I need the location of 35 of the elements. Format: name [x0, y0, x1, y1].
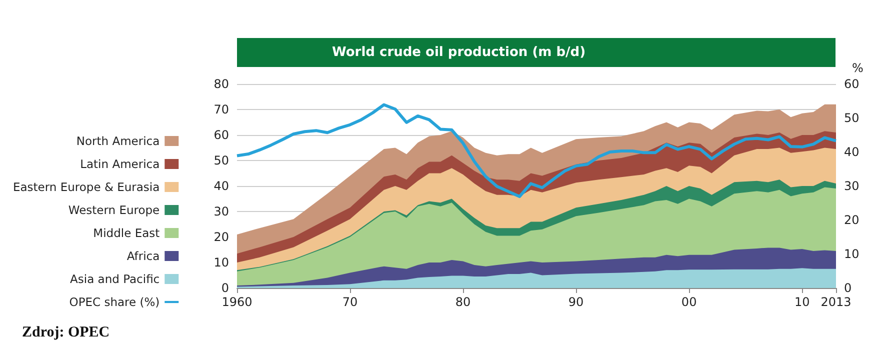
x-tick-label: 2013: [820, 295, 852, 309]
y-tick-label: 70: [214, 102, 229, 116]
legend-label: Middle East: [93, 226, 160, 240]
y-tick-label: 30: [214, 204, 229, 218]
chart-title: World crude oil production (m b/d): [332, 45, 586, 60]
x-tick-label: 00: [681, 295, 697, 309]
text: Zdroj: OPEC: [22, 324, 110, 340]
y2-tick-label: 40: [844, 145, 860, 159]
legend-label: OPEC share (%): [69, 295, 160, 309]
y2-tick-label: 10: [844, 247, 860, 261]
legend-label: Asia and Pacific: [70, 272, 160, 286]
legend-label: Latin America: [80, 157, 160, 171]
legend-label: North America: [76, 134, 160, 148]
x-tick-label: 70: [342, 295, 358, 309]
y2-tick-label: 50: [844, 111, 860, 125]
y-tick-label: 50: [214, 154, 229, 168]
y-tick-label: 60: [214, 128, 229, 142]
y-tick-label: 20: [214, 230, 229, 244]
y-tick-label: 40: [214, 179, 229, 193]
y-tick-label: 10: [214, 256, 229, 270]
x-tick-label: 90: [568, 295, 584, 309]
legend-label: Africa: [126, 249, 160, 263]
x-tick-label: 1960: [222, 295, 252, 309]
y2-axis-title: %: [852, 61, 864, 75]
x-tick-label: 10: [794, 295, 810, 309]
legend-label: Western Europe: [68, 203, 160, 217]
line-series: [236, 103, 838, 198]
y2-tick-label: 30: [844, 179, 860, 193]
y-tick-label: 80: [214, 77, 229, 91]
y2-tick-label: 60: [844, 77, 860, 91]
y-tick-label: 0: [221, 281, 229, 295]
y2-tick-label: 0: [844, 281, 852, 295]
x-tick-label: 80: [455, 295, 471, 309]
legend-label: Eastern Europe & Eurasia: [12, 180, 160, 194]
y2-tick-label: 20: [844, 213, 860, 227]
